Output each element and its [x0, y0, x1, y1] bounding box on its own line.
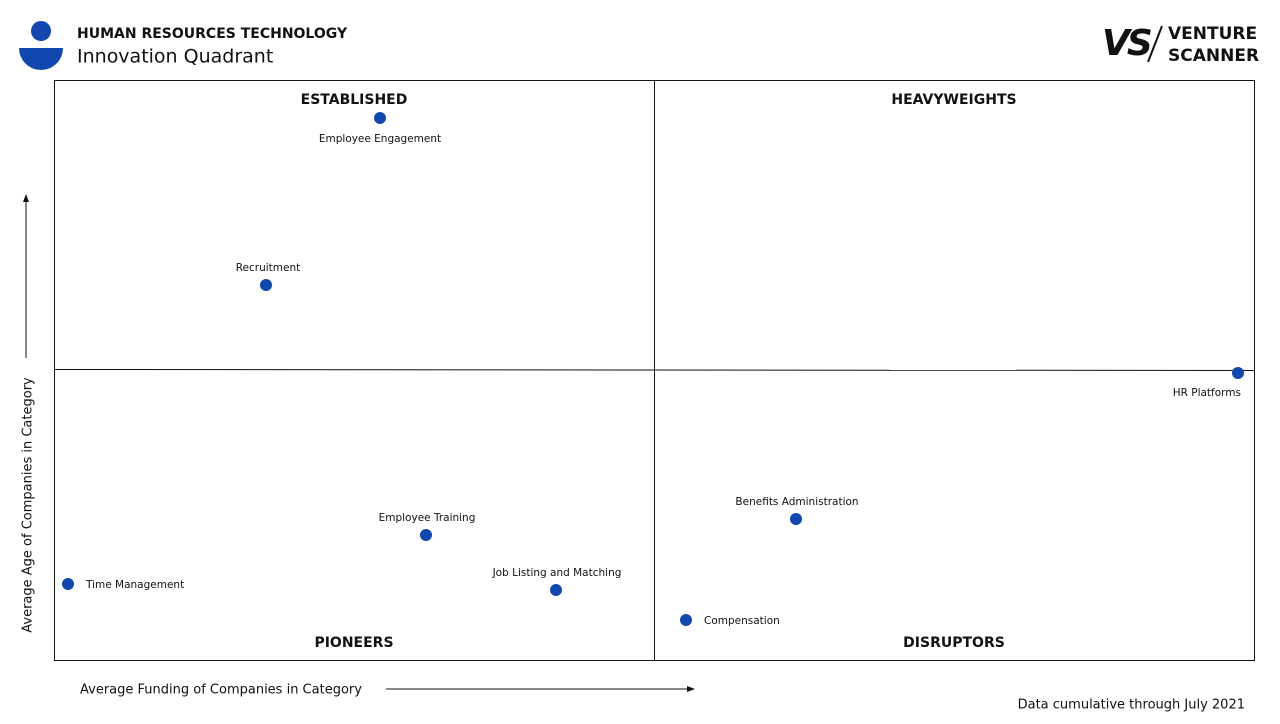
- point: [790, 513, 802, 525]
- divider: [53, 369, 1255, 371]
- point: [550, 584, 562, 596]
- quadrant-label: DISRUPTORS: [903, 635, 1005, 651]
- point-label: Employee Engagement: [319, 133, 441, 145]
- footnote: Data cumulative through July 2021: [1018, 698, 1245, 713]
- point: [260, 279, 272, 291]
- point: [1232, 367, 1244, 379]
- quadrant-label: PIONEERS: [314, 635, 393, 651]
- logo-text: SCANNER: [1168, 46, 1259, 66]
- header-title: HUMAN RESOURCES TECHNOLOGY: [77, 26, 348, 42]
- quadrant-label: HEAVYWEIGHTS: [891, 92, 1016, 108]
- point-label: Recruitment: [236, 262, 301, 274]
- point: [420, 529, 432, 541]
- header-subtitle: Innovation Quadrant: [77, 46, 273, 68]
- logo-text: VENTURE: [1168, 24, 1257, 44]
- point: [680, 614, 692, 626]
- point-label: HR Platforms: [1173, 387, 1241, 399]
- logo-dot: [31, 21, 51, 41]
- point: [374, 112, 386, 124]
- point-label: Benefits Administration: [735, 496, 858, 508]
- x-arrowhead: [687, 686, 695, 692]
- point-label: Job Listing and Matching: [492, 567, 622, 579]
- vs-logo: VS: [1102, 23, 1163, 64]
- quadrant-label: ESTABLISHED: [301, 92, 408, 108]
- x-axis-label: Average Funding of Companies in Category: [80, 683, 362, 698]
- y-axis-label: Average Age of Companies in Category: [21, 377, 36, 633]
- logo-bowl: [19, 48, 63, 70]
- point-label: Employee Training: [379, 512, 476, 524]
- point-label: Compensation: [704, 615, 780, 627]
- point: [62, 578, 74, 590]
- y-arrowhead: [23, 194, 29, 202]
- point-label: Time Management: [85, 579, 184, 591]
- svg-text:VS: VS: [1102, 23, 1151, 64]
